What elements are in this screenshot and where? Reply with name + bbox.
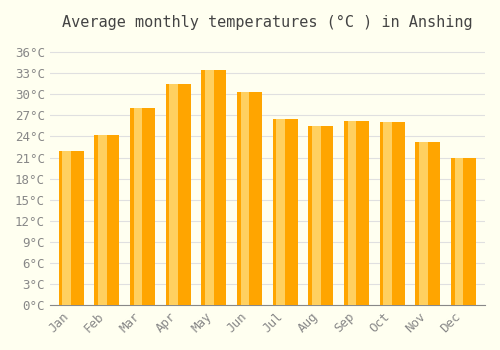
Bar (380, 122, 404, 305)
Bar (59, 150, 84, 305)
Bar (308, 126, 334, 305)
Bar (202, 70, 226, 305)
Bar (451, 158, 476, 305)
Bar (62, 150, 71, 305)
Bar (312, 126, 321, 305)
Bar (276, 119, 285, 305)
Bar (166, 84, 190, 305)
Bar (205, 70, 214, 305)
Bar (454, 158, 464, 305)
Bar (384, 122, 392, 305)
Bar (130, 108, 155, 305)
Bar (237, 92, 262, 305)
Title: Average monthly temperatures (°C ) in Anshing: Average monthly temperatures (°C ) in An… (62, 15, 472, 30)
Bar (273, 119, 297, 305)
Bar (170, 84, 178, 305)
Bar (98, 135, 107, 305)
Bar (240, 92, 250, 305)
Bar (344, 121, 369, 305)
Bar (134, 108, 142, 305)
Bar (419, 142, 428, 305)
Bar (416, 142, 440, 305)
Bar (94, 135, 120, 305)
Bar (348, 121, 356, 305)
